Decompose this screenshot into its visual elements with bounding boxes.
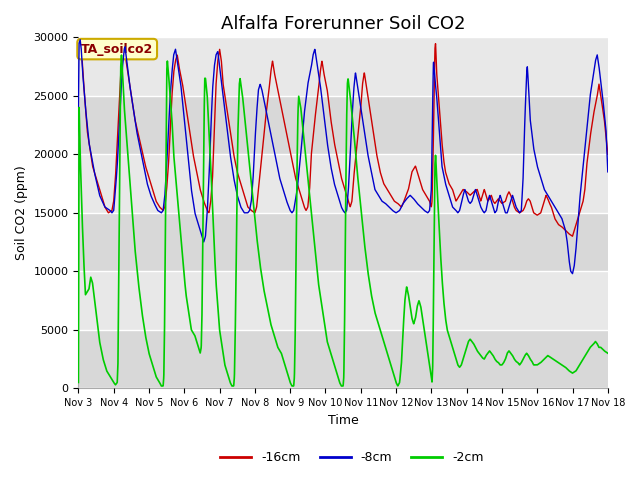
Text: TA_soilco2: TA_soilco2 [81, 43, 154, 56]
-16cm [76, 40, 84, 46]
Line: -16cm: -16cm [79, 43, 608, 236]
-2cm [604, 350, 612, 356]
Y-axis label: Soil CO2 (ppm): Soil CO2 (ppm) [15, 166, 28, 260]
Title: Alfalfa Forerunner Soil CO2: Alfalfa Forerunner Soil CO2 [221, 15, 465, 33]
X-axis label: Time: Time [328, 414, 358, 427]
-2cm [166, 98, 174, 104]
-2cm [594, 342, 602, 348]
Bar [79, 330, 608, 388]
-8cm [75, 105, 83, 110]
Line: -2cm: -2cm [79, 55, 608, 386]
Bar [79, 271, 608, 330]
-2cm [278, 352, 285, 358]
-16cm [166, 124, 174, 130]
-8cm [594, 56, 602, 61]
-16cm [75, 46, 83, 52]
-2cm [135, 285, 143, 290]
Bar [79, 96, 608, 155]
-2cm [118, 52, 125, 58]
Bar [79, 155, 608, 213]
Bar [79, 213, 608, 271]
-16cm [278, 106, 285, 112]
-16cm [301, 204, 308, 210]
Line: -8cm: -8cm [79, 40, 608, 274]
-8cm [569, 271, 577, 276]
-2cm [157, 383, 165, 389]
-16cm [594, 89, 602, 95]
Legend: -16cm, -8cm, -2cm: -16cm, -8cm, -2cm [215, 446, 489, 469]
-8cm [278, 181, 285, 187]
-2cm [75, 380, 83, 385]
-8cm [166, 90, 174, 96]
-2cm [537, 360, 545, 365]
-8cm [537, 174, 545, 180]
-8cm [604, 169, 612, 175]
-16cm [135, 134, 143, 140]
-8cm [76, 37, 84, 43]
-8cm [301, 108, 308, 114]
-16cm [604, 152, 612, 157]
-16cm [569, 233, 577, 239]
Bar [79, 37, 608, 96]
-16cm [537, 210, 545, 216]
-8cm [135, 140, 143, 145]
-2cm [301, 144, 308, 150]
